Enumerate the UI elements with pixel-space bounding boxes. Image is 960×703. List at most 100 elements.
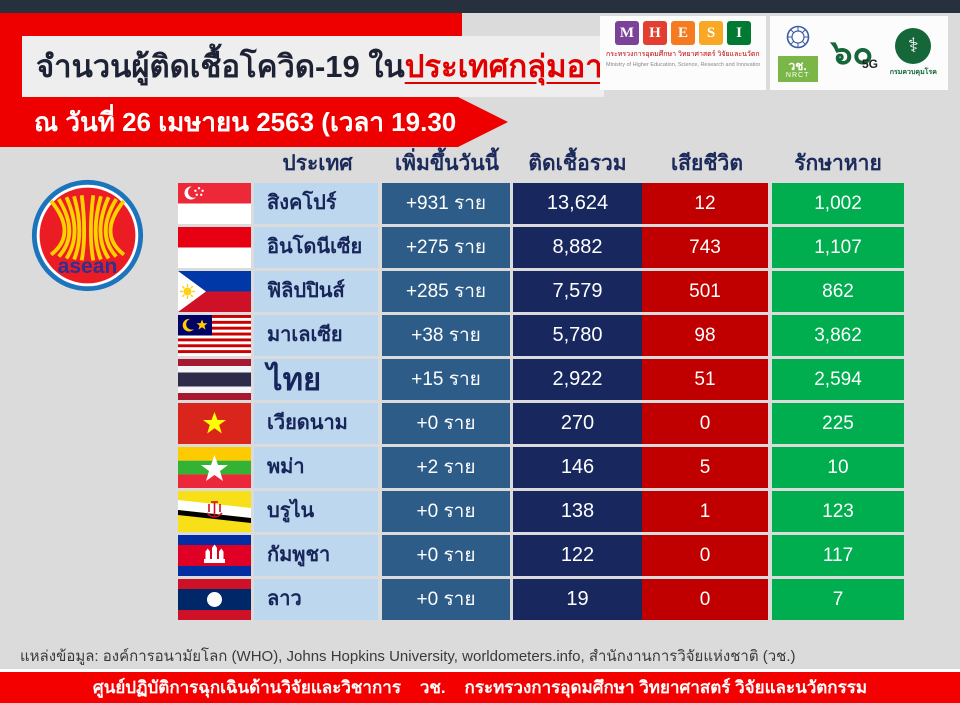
new-today-value: +0 ราย — [382, 403, 510, 444]
deaths-value: 0 — [642, 403, 768, 444]
top-slate-bar — [0, 0, 960, 13]
country-name: บรูไน — [254, 491, 378, 532]
total-cases-value: 19 — [513, 579, 642, 620]
deaths-value: 51 — [642, 359, 768, 400]
deaths-value: 0 — [642, 535, 768, 576]
country-name: ลาว — [254, 579, 378, 620]
table-row: ไทย +15 ราย 2,922 51 2,594 — [178, 359, 908, 400]
new-today-value: +2 ราย — [382, 447, 510, 488]
mhesi-english-name: Ministry of Higher Education, Science, R… — [606, 62, 760, 68]
total-cases-value: 146 — [513, 447, 642, 488]
col-new-today: เพิ่มขึ้นวันนี้ — [394, 151, 500, 175]
mhesi-logo: M H E S I กระทรวงการอุดมศึกษา วิทยาศาสตร… — [600, 16, 766, 90]
country-name: ไทย — [254, 359, 378, 400]
total-cases-value: 7,579 — [513, 271, 642, 312]
flag-indonesia-icon — [178, 227, 251, 268]
red-banner-top — [0, 13, 462, 39]
flag-malaysia-icon — [178, 315, 251, 356]
country-name: อินโดนีเซีย — [254, 227, 378, 268]
total-cases-value: 8,882 — [513, 227, 642, 268]
recovered-value: 117 — [772, 535, 904, 576]
page-title: จำนวนผู้ติดเชื้อโควิด-19 ในประเทศกลุ่มอา… — [22, 36, 604, 97]
new-today-value: +275 ราย — [382, 227, 510, 268]
deaths-value: 0 — [642, 579, 768, 620]
sixty-thai-numeral: ๖๐ — [830, 34, 874, 72]
date-ribbon: ณ วันที่ 26 เมษายน 2563 (เวลา 19.30 น.) — [0, 97, 458, 147]
new-today-value: +285 ราย — [382, 271, 510, 312]
country-name: ฟิลิปปินส์ — [254, 271, 378, 312]
nrct-seal-icon — [786, 25, 809, 48]
new-today-value: +0 ราย — [382, 579, 510, 620]
table-row: อินโดนีเซีย +275 ราย 8,882 743 1,107 — [178, 227, 908, 268]
country-name: สิงคโปร์ — [254, 183, 378, 224]
title-prefix: จำนวนผู้ติดเชื้อโควิด-19 ใน — [36, 49, 405, 84]
asean-emblem-icon: asean — [31, 179, 144, 292]
table-row: กัมพูชา +0 ราย 122 0 117 — [178, 535, 908, 576]
col-total: ติดเชื้อรวม — [528, 151, 627, 175]
total-cases-value: 270 — [513, 403, 642, 444]
flag-myanmar-icon — [178, 447, 251, 488]
sixty-5g-logo: ๖๐ 5G — [826, 33, 878, 73]
total-cases-value: 2,922 — [513, 359, 642, 400]
mhesi-letter-s: S — [699, 21, 723, 45]
deaths-value: 98 — [642, 315, 768, 356]
asean-wordmark: asean — [58, 255, 118, 278]
nrct-thai-abbr: วช. — [788, 58, 807, 73]
country-name: กัมพูชา — [254, 535, 378, 576]
total-cases-value: 13,624 — [513, 183, 642, 224]
asean-emblem: asean — [30, 178, 145, 298]
recovered-value: 862 — [772, 271, 904, 312]
country-name: มาเลเซีย — [254, 315, 378, 356]
mhesi-letter-tiles: M H E S I — [606, 21, 760, 45]
deaths-value: 1 — [642, 491, 768, 532]
five-g-label: 5G — [861, 57, 878, 71]
country-name: เวียดนาม — [254, 403, 378, 444]
recovered-value: 1,107 — [772, 227, 904, 268]
ddc-name: กรมควบคุมโรค — [889, 69, 937, 76]
mhesi-letter-h: H — [643, 21, 667, 45]
flag-philippines-icon — [178, 271, 251, 312]
title-underlined: ประเทศกลุ่มอาเซียน — [404, 49, 604, 84]
table-row: บรูไน +0 ราย 138 1 123 — [178, 491, 908, 532]
deaths-value: 501 — [642, 271, 768, 312]
recovered-value: 123 — [772, 491, 904, 532]
flag-brunei-icon — [178, 491, 251, 532]
total-cases-value: 122 — [513, 535, 642, 576]
mhesi-letter-i: I — [727, 21, 751, 45]
new-today-value: +15 ราย — [382, 359, 510, 400]
new-today-value: +38 ราย — [382, 315, 510, 356]
table-header-row: ประเทศ เพิ่มขึ้นวันนี้ ติดเชื้อรวม เสียช… — [178, 146, 908, 180]
ddc-logo: ⚕ กรมควบคุมโรค — [885, 28, 941, 78]
total-cases-value: 138 — [513, 491, 642, 532]
mhesi-thai-name: กระทรวงการอุดมศึกษา วิทยาศาสตร์ วิจัยและ… — [606, 51, 760, 58]
flag-cambodia-icon — [178, 535, 251, 576]
table-row: ฟิลิปปินส์ +285 ราย 7,579 501 862 — [178, 271, 908, 312]
recovered-value: 10 — [772, 447, 904, 488]
deaths-value: 5 — [642, 447, 768, 488]
col-country: ประเทศ — [282, 151, 353, 175]
recovered-value: 7 — [772, 579, 904, 620]
data-source-line: แหล่งข้อมูล: องค์การอนามัยโลก (WHO), Joh… — [20, 648, 796, 665]
flag-singapore-icon — [178, 183, 251, 224]
date-text: ณ วันที่ 26 เมษายน 2563 (เวลา 19.30 น.) — [34, 107, 458, 137]
deaths-value: 12 — [642, 183, 768, 224]
total-cases-value: 5,780 — [513, 315, 642, 356]
mhesi-letter-m: M — [615, 21, 639, 45]
table-row: ลาว +0 ราย 19 0 7 — [178, 579, 908, 620]
table-row: พม่า +2 ราย 146 5 10 — [178, 447, 908, 488]
partner-logos-panel: วช. NRCT ๖๐ 5G ⚕ กรมควบคุมโรค — [770, 16, 948, 90]
table-row: มาเลเซีย +38 ราย 5,780 98 3,862 — [178, 315, 908, 356]
bottom-red-bar: ศูนย์ปฏิบัติการฉุกเฉินด้านวิจัยและวิชากา… — [0, 669, 960, 703]
flag-thailand-icon — [178, 359, 251, 400]
flag-laos-icon — [178, 579, 251, 620]
caduceus-icon: ⚕ — [895, 28, 932, 64]
table-row: เวียดนาม +0 ราย 270 0 225 — [178, 403, 908, 444]
recovered-value: 3,862 — [772, 315, 904, 356]
table-row: สิงคโปร์ +931 ราย 13,624 12 1,002 — [178, 183, 908, 224]
nrct-english-abbr: NRCT — [785, 71, 810, 79]
nrct-logo: วช. NRCT — [777, 25, 819, 82]
country-name: พม่า — [254, 447, 378, 488]
flag-vietnam-icon — [178, 403, 251, 444]
new-today-value: +931 ราย — [382, 183, 510, 224]
